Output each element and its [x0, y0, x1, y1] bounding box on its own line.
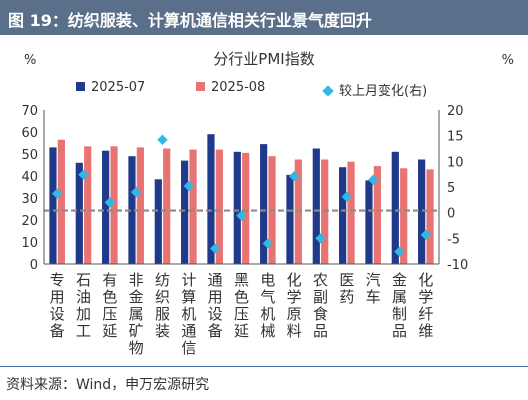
x-tick-label: 黑色压延 — [234, 271, 249, 340]
x-tick-label: 农副食品 — [313, 271, 328, 340]
x-tick-label: 医药 — [339, 271, 354, 306]
footer-divider — [0, 366, 528, 367]
right-tick-label: 15 — [447, 130, 464, 145]
title-bar: 图 19：纺织服装、计算机通信相关行业景气度回升 — [0, 0, 528, 35]
left-tick-label: 40 — [21, 170, 38, 185]
marker-series-3-6 — [209, 243, 221, 254]
source-note: 资料来源：Wind，申万宏源研究 — [6, 377, 210, 393]
x-tick-label: 非金属矿物 — [129, 271, 144, 357]
right-tick-label: 0 — [447, 207, 455, 222]
right-axis-unit: % — [501, 53, 514, 68]
legend-item-series-2: 2025-08 — [196, 80, 265, 95]
right-tick-label: 20 — [447, 104, 464, 119]
bar-series-1-8 — [260, 144, 268, 264]
marker-series-3-8 — [262, 238, 274, 249]
right-tick-label: 10 — [447, 155, 464, 170]
bar-series-2-3 — [136, 147, 144, 264]
bar-series-2-4 — [163, 148, 171, 264]
x-tick-label: 通用设备 — [208, 271, 223, 340]
bar-series-1-11 — [339, 167, 347, 264]
right-tick-label: 5 — [447, 181, 455, 196]
left-tick-label: 50 — [21, 148, 38, 163]
bar-series-2-0 — [57, 139, 65, 264]
bar-series-1-0 — [49, 147, 57, 264]
left-tick-label: 30 — [21, 192, 38, 207]
legend-label-series-1: 2025-07 — [91, 80, 146, 95]
right-tick-label: -5 — [447, 232, 460, 247]
chart-title: 分行业PMI指数 — [213, 50, 315, 68]
left-tick-label: 10 — [21, 236, 38, 251]
bar-series-2-9 — [294, 159, 302, 264]
bar-series-1-2 — [102, 150, 110, 264]
bar-series-2-5 — [189, 149, 197, 264]
x-tick-label: 化学原料 — [287, 271, 302, 340]
bar-series-1-5 — [181, 160, 189, 264]
x-tick-label: 纺织服装 — [155, 271, 170, 340]
bar-series-2-11 — [347, 161, 355, 264]
x-tick-label: 计算机通信 — [181, 271, 196, 357]
left-tick-label: 70 — [21, 104, 38, 119]
x-tick-label: 金属制品 — [392, 271, 407, 340]
bar-series-1-13 — [391, 151, 399, 264]
left-axis-unit: % — [24, 53, 37, 68]
right-tick-label: -10 — [447, 258, 468, 273]
legend-label-series-2: 2025-08 — [211, 80, 266, 95]
bar-series-2-14 — [426, 169, 434, 264]
bar-series-1-3 — [128, 156, 136, 264]
bar-series-1-7 — [233, 151, 241, 264]
marker-series-3-4 — [157, 134, 168, 145]
marker-series-3-3 — [130, 186, 142, 198]
marker-series-3-2 — [104, 197, 116, 208]
marker-series-3-14 — [420, 229, 432, 240]
legend-item-series-1: 2025-07 — [76, 80, 145, 95]
marker-series-3-13 — [394, 246, 405, 257]
bar-series-1-12 — [365, 180, 373, 264]
bar-series-1-4 — [154, 179, 162, 264]
marker-series-3-9 — [288, 171, 300, 182]
legend-swatch-series-1 — [76, 82, 85, 91]
marker-series-3-5 — [183, 180, 195, 192]
legend-label-series-3: 较上月变化(右) — [339, 84, 428, 99]
bar-series-2-12 — [373, 166, 381, 264]
bar-series-1-10 — [312, 148, 320, 264]
chart-plot: 0 10 20 30 40 50 60 70 -10 -5 0 5 10 15 20 专用设备石油加工有色压延… — [21, 104, 468, 357]
bar-series-2-10 — [321, 159, 329, 264]
bar-series-2-7 — [242, 152, 250, 264]
x-tick-label: 专用设备 — [50, 271, 65, 340]
x-tick-label: 电气机械 — [260, 271, 275, 340]
bar-series-1-14 — [418, 159, 426, 264]
left-tick-label: 60 — [21, 126, 38, 141]
marker-series-3-7 — [236, 210, 247, 221]
x-tick-label: 石油加工 — [76, 271, 91, 340]
x-tick-label: 化学纤维 — [418, 271, 433, 340]
figure-title: 图 19：纺织服装、计算机通信相关行业景气度回升 — [8, 11, 372, 30]
bar-series-2-13 — [400, 168, 408, 264]
x-tick-label: 有色压延 — [102, 271, 117, 340]
legend-swatch-series-2 — [196, 82, 205, 91]
bar-series-2-1 — [84, 146, 92, 264]
legend-item-series-3: 较上月变化(右) — [322, 80, 428, 99]
marker-series-3-10 — [315, 233, 326, 244]
marker-series-3-11 — [341, 191, 353, 202]
bar-series-1-9 — [286, 174, 294, 264]
marker-series-3-0 — [51, 188, 63, 199]
left-tick-label: 20 — [21, 214, 38, 229]
x-tick-label: 汽车 — [366, 271, 381, 306]
marker-series-3-1 — [78, 169, 89, 180]
bar-series-2-6 — [215, 149, 223, 264]
left-tick-label: 0 — [30, 258, 38, 273]
bar-series-1-6 — [207, 134, 215, 264]
marker-series-3-12 — [367, 174, 379, 186]
bar-series-1-1 — [75, 162, 83, 264]
bar-series-2-2 — [110, 146, 118, 264]
